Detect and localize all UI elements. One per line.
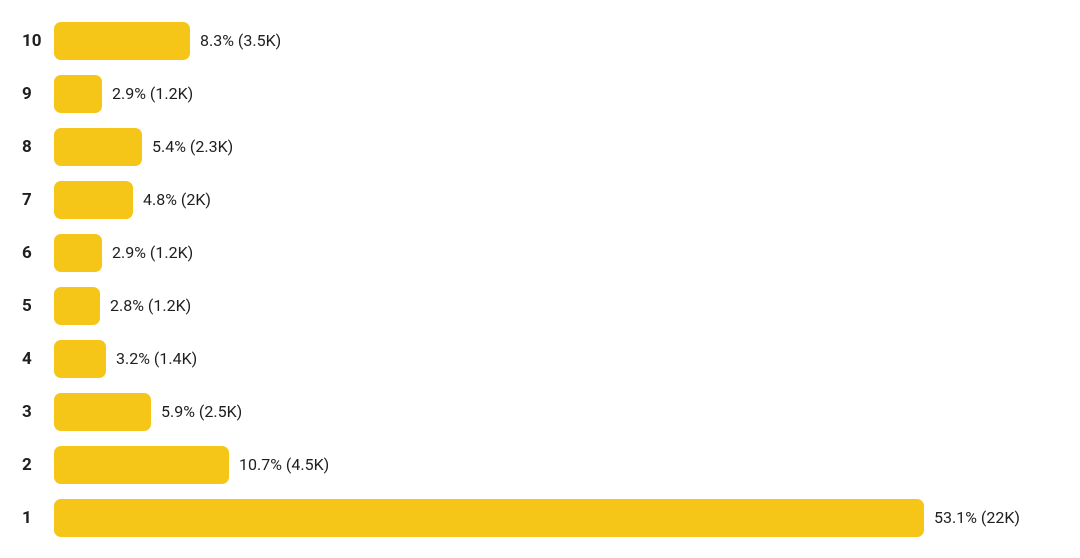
- bar-track: 2.9% (1.2K): [54, 67, 1058, 120]
- value-label: 3.2% (1.4K): [116, 349, 197, 368]
- chart-row: 3 5.9% (2.5K): [22, 385, 1058, 438]
- bar-track: 8.3% (3.5K): [54, 14, 1058, 67]
- category-label: 7: [22, 190, 54, 210]
- category-label: 10: [22, 31, 54, 51]
- category-label: 1: [22, 508, 54, 528]
- rating-distribution-chart: 10 8.3% (3.5K) 9 2.9% (1.2K) 8 5.4% (2.3K) 7 4.…: [22, 14, 1058, 544]
- category-label: 9: [22, 84, 54, 104]
- bar: [54, 128, 142, 166]
- bar: [54, 75, 102, 113]
- bar: [54, 499, 924, 537]
- bar: [54, 234, 102, 272]
- bar-track: 53.1% (22K): [54, 491, 1058, 544]
- chart-row: 7 4.8% (2K): [22, 173, 1058, 226]
- bar-track: 2.8% (1.2K): [54, 279, 1058, 332]
- value-label: 10.7% (4.5K): [239, 455, 329, 474]
- value-label: 53.1% (22K): [934, 508, 1020, 527]
- chart-row: 4 3.2% (1.4K): [22, 332, 1058, 385]
- category-label: 3: [22, 402, 54, 422]
- bar-track: 10.7% (4.5K): [54, 438, 1058, 491]
- chart-row: 1 53.1% (22K): [22, 491, 1058, 544]
- bar: [54, 340, 106, 378]
- value-label: 2.8% (1.2K): [110, 296, 191, 315]
- value-label: 5.4% (2.3K): [152, 137, 233, 156]
- bar: [54, 446, 229, 484]
- category-label: 6: [22, 243, 54, 263]
- bar: [54, 181, 133, 219]
- chart-row: 9 2.9% (1.2K): [22, 67, 1058, 120]
- chart-row: 2 10.7% (4.5K): [22, 438, 1058, 491]
- bar-track: 2.9% (1.2K): [54, 226, 1058, 279]
- chart-row: 6 2.9% (1.2K): [22, 226, 1058, 279]
- value-label: 5.9% (2.5K): [161, 402, 242, 421]
- category-label: 5: [22, 296, 54, 316]
- value-label: 4.8% (2K): [143, 190, 211, 209]
- bar-track: 3.2% (1.4K): [54, 332, 1058, 385]
- chart-row: 8 5.4% (2.3K): [22, 120, 1058, 173]
- value-label: 2.9% (1.2K): [112, 84, 193, 103]
- bar-track: 4.8% (2K): [54, 173, 1058, 226]
- category-label: 4: [22, 349, 54, 369]
- bar: [54, 22, 190, 60]
- chart-row: 5 2.8% (1.2K): [22, 279, 1058, 332]
- bar: [54, 287, 100, 325]
- value-label: 2.9% (1.2K): [112, 243, 193, 262]
- category-label: 8: [22, 137, 54, 157]
- category-label: 2: [22, 455, 54, 475]
- bar-track: 5.9% (2.5K): [54, 385, 1058, 438]
- value-label: 8.3% (3.5K): [200, 31, 281, 50]
- bar-track: 5.4% (2.3K): [54, 120, 1058, 173]
- chart-row: 10 8.3% (3.5K): [22, 14, 1058, 67]
- bar: [54, 393, 151, 431]
